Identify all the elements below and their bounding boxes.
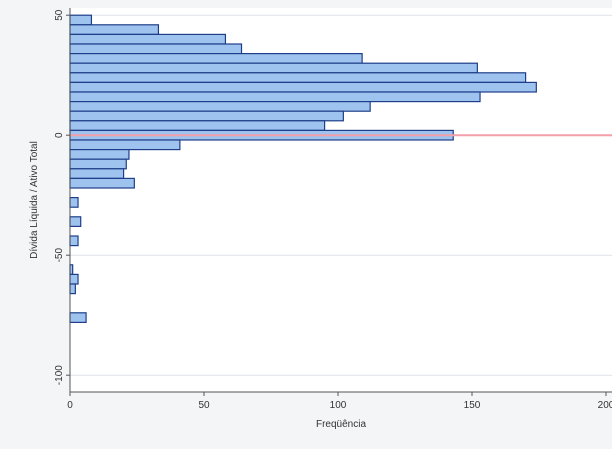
histogram-bar	[69, 33, 227, 45]
x-tick-label: 100	[330, 400, 347, 411]
histogram-bar	[69, 24, 160, 35]
histogram-bar	[69, 91, 481, 103]
histogram-bar	[69, 139, 181, 151]
histogram-bar	[69, 52, 363, 64]
histogram-bar	[69, 120, 326, 132]
histogram-bar	[69, 312, 87, 323]
x-tick-label: 200	[598, 400, 612, 411]
histogram-bar	[69, 62, 478, 74]
x-tick-label: 50	[198, 400, 210, 411]
histogram-bar	[69, 81, 537, 93]
y-tick-label: -100	[54, 365, 65, 385]
histogram-bar	[69, 283, 76, 295]
y-tick-label: -50	[54, 248, 65, 263]
histogram-bar	[69, 197, 79, 208]
histogram-bar	[69, 14, 93, 26]
histogram-bar	[69, 273, 79, 285]
histogram-bar	[69, 158, 127, 170]
x-tick-label: 0	[67, 400, 73, 411]
histogram-bar	[69, 168, 125, 180]
histogram-bar	[69, 149, 130, 160]
histogram-bar	[69, 72, 527, 84]
axes	[66, 8, 612, 396]
y-tick-label: 0	[54, 132, 65, 138]
histogram-bar	[69, 100, 371, 112]
histogram-bar	[69, 43, 243, 55]
histogram-bar	[69, 110, 344, 122]
histogram-bar	[69, 216, 82, 228]
x-axis-title: Freqüência	[316, 419, 366, 430]
y-axis-title: Dívida Líquida / Ativo Total	[29, 141, 40, 259]
x-tick-label: 150	[464, 400, 481, 411]
histogram-bar	[69, 177, 135, 189]
y-tick-label: 50	[54, 9, 65, 21]
histogram-bar	[69, 235, 79, 247]
tick-labels: 0 50 100 150 200 50 0 -50 -100	[54, 9, 612, 411]
